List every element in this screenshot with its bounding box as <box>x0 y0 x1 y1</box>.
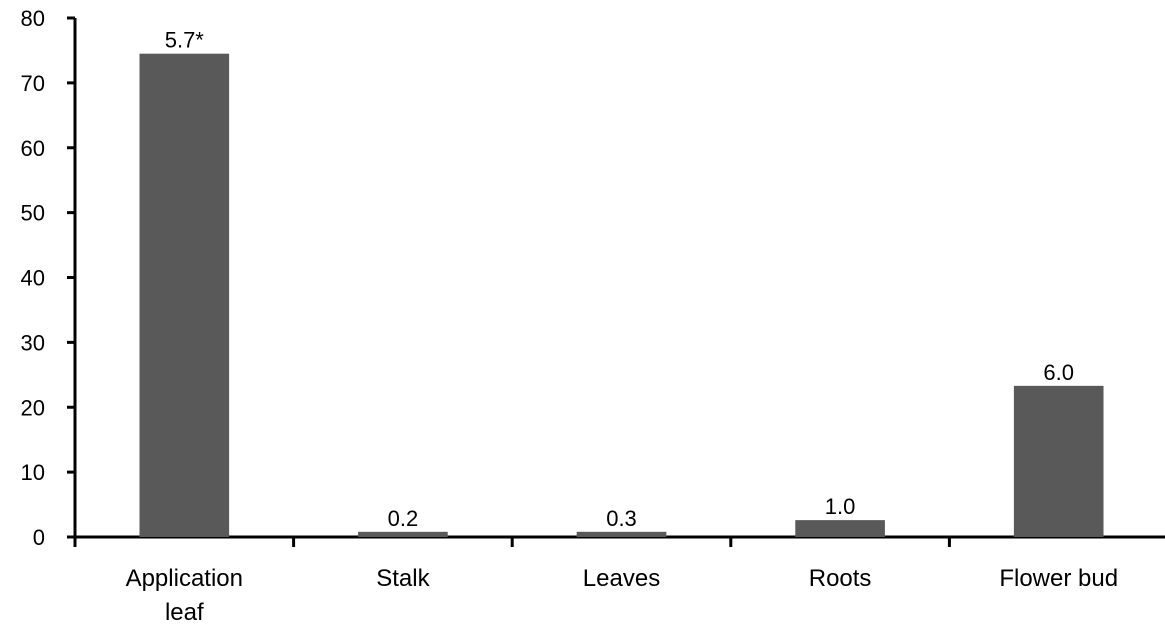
category-label: Application <box>126 565 243 592</box>
bar <box>1013 385 1104 537</box>
bar <box>358 531 448 537</box>
category-label: Roots <box>809 565 872 592</box>
y-tick-label: 40 <box>21 266 45 291</box>
x-axis: Application leaf Stalk Leaves Roots Flower bu… <box>73 535 1165 624</box>
y-tick-label: 70 <box>21 71 45 96</box>
category-label: Stalk <box>376 565 430 592</box>
data-label: 6.0 <box>1043 360 1074 385</box>
y-tick-label: 0 <box>33 525 45 550</box>
y-tick-label: 60 <box>21 136 45 161</box>
y-tick-label: 30 <box>21 330 45 355</box>
category-label: leaf <box>165 599 204 624</box>
bar <box>795 520 885 537</box>
data-label: 5.7* <box>165 28 205 53</box>
y-tick-label: 10 <box>21 460 45 485</box>
y-tick-label: 80 <box>21 6 45 31</box>
category-label: Flower bud <box>999 565 1118 592</box>
category-label: Leaves <box>583 565 660 592</box>
data-label: 1.0 <box>825 494 856 519</box>
bars <box>139 53 1104 538</box>
data-label: 0.3 <box>606 506 637 531</box>
data-label: 0.2 <box>388 506 419 531</box>
data-labels: 5.7* 0.2 0.3 1.0 6.0 <box>165 28 1074 531</box>
y-axis: 0 10 20 30 40 50 60 70 80 <box>21 6 77 550</box>
y-tick-label: 20 <box>21 395 45 420</box>
bar <box>139 53 230 538</box>
bar <box>576 531 667 537</box>
y-tick-label: 50 <box>21 201 45 226</box>
